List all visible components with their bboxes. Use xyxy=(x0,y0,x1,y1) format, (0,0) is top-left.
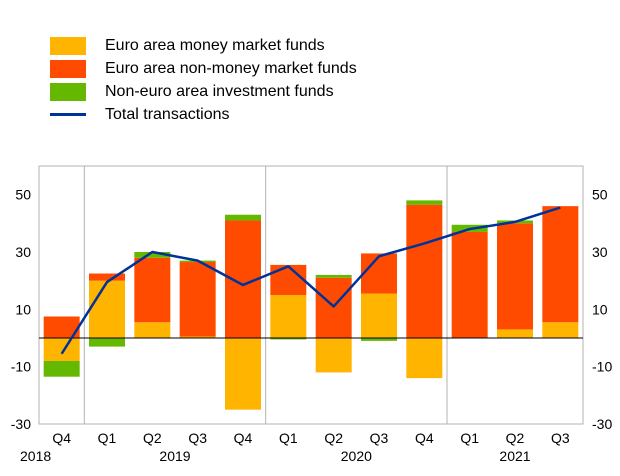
legend-item-non-money-market: Euro area non-money market funds xyxy=(50,57,357,80)
x-tick-label: Q2 xyxy=(143,430,162,446)
x-tick-label: Q4 xyxy=(52,430,71,446)
x-tick-label: Q4 xyxy=(415,430,434,446)
bar-series-1 xyxy=(451,231,488,338)
bar-series-1 xyxy=(497,223,533,330)
bar-series-0 xyxy=(134,322,171,338)
x-year-label: 2018 xyxy=(20,448,51,464)
legend-swatch-total xyxy=(50,113,86,116)
bar-series-0 xyxy=(43,338,80,361)
bar-series-1 xyxy=(43,316,80,338)
bar-series-1 xyxy=(315,277,352,338)
plot-frame xyxy=(38,165,584,425)
x-tick-label: Q2 xyxy=(324,430,343,446)
bar-series-1 xyxy=(134,257,171,323)
y-tick-label-left: -10 xyxy=(11,359,31,375)
y-tick-label-left: 10 xyxy=(15,301,31,317)
x-tick-label: Q1 xyxy=(279,430,298,446)
legend-label-money-market: Euro area money market funds xyxy=(105,36,325,54)
x-tick-label: Q1 xyxy=(460,430,479,446)
y-tick-label-left: -30 xyxy=(11,416,31,432)
bar-series-2 xyxy=(315,274,352,278)
bar-series-0 xyxy=(270,295,307,338)
x-tick-label: Q2 xyxy=(506,430,525,446)
line-total-transactions xyxy=(60,206,561,355)
legend-swatch-non-euro xyxy=(50,82,86,101)
bar-series-1 xyxy=(89,273,125,281)
bar-series-2 xyxy=(134,252,171,258)
legend: Euro area money market funds Euro area n… xyxy=(50,34,357,126)
y-tick-label-right: -30 xyxy=(592,416,612,432)
y-tick-label-right: 10 xyxy=(592,301,608,317)
bar-series-0 xyxy=(542,322,579,338)
legend-item-non-euro: Non-euro area investment funds xyxy=(50,80,357,103)
legend-item-money-market: Euro area money market funds xyxy=(50,34,357,57)
bar-series-2 xyxy=(43,360,80,377)
x-year-label: 2021 xyxy=(499,448,530,464)
bar-series-0 xyxy=(225,338,261,410)
bar-series-1 xyxy=(179,262,216,337)
y-tick-label-right: 50 xyxy=(592,187,608,203)
y-tick-label-left: 30 xyxy=(15,244,31,260)
bar-series-2 xyxy=(361,338,397,341)
bar-series-1 xyxy=(361,253,397,294)
x-year-label: 2020 xyxy=(341,448,372,464)
bar-series-0 xyxy=(315,338,352,373)
bar-series-1 xyxy=(270,264,307,295)
bar-series-0 xyxy=(497,329,533,338)
x-tick-label: Q4 xyxy=(234,430,253,446)
y-tick-label-right: 30 xyxy=(592,244,608,260)
bar-series-0 xyxy=(406,338,443,379)
x-tick-label: Q1 xyxy=(98,430,117,446)
y-tick-label-right: -10 xyxy=(592,359,612,375)
legend-label-non-euro: Non-euro area investment funds xyxy=(105,82,334,100)
bar-series-0 xyxy=(89,280,125,338)
bar-series-2 xyxy=(89,338,125,347)
x-tick-label: Q3 xyxy=(188,430,207,446)
bar-series-0 xyxy=(361,293,397,338)
x-tick-label: Q3 xyxy=(370,430,389,446)
bar-series-2 xyxy=(270,338,307,340)
bar-series-2 xyxy=(225,214,261,221)
legend-swatch-non-money-market xyxy=(50,59,86,78)
legend-item-total: Total transactions xyxy=(50,103,357,126)
x-year-label: 2019 xyxy=(159,448,190,464)
x-tick-label: Q3 xyxy=(551,430,570,446)
bar-series-2 xyxy=(406,200,443,205)
y-tick-label-left: 50 xyxy=(15,187,31,203)
bar-series-0 xyxy=(179,336,216,338)
legend-label-total: Total transactions xyxy=(105,105,230,123)
bar-series-1 xyxy=(542,206,579,323)
bar-series-1 xyxy=(406,204,443,338)
legend-swatch-money-market xyxy=(50,36,86,55)
legend-label-non-money-market: Euro area non-money market funds xyxy=(105,59,357,77)
